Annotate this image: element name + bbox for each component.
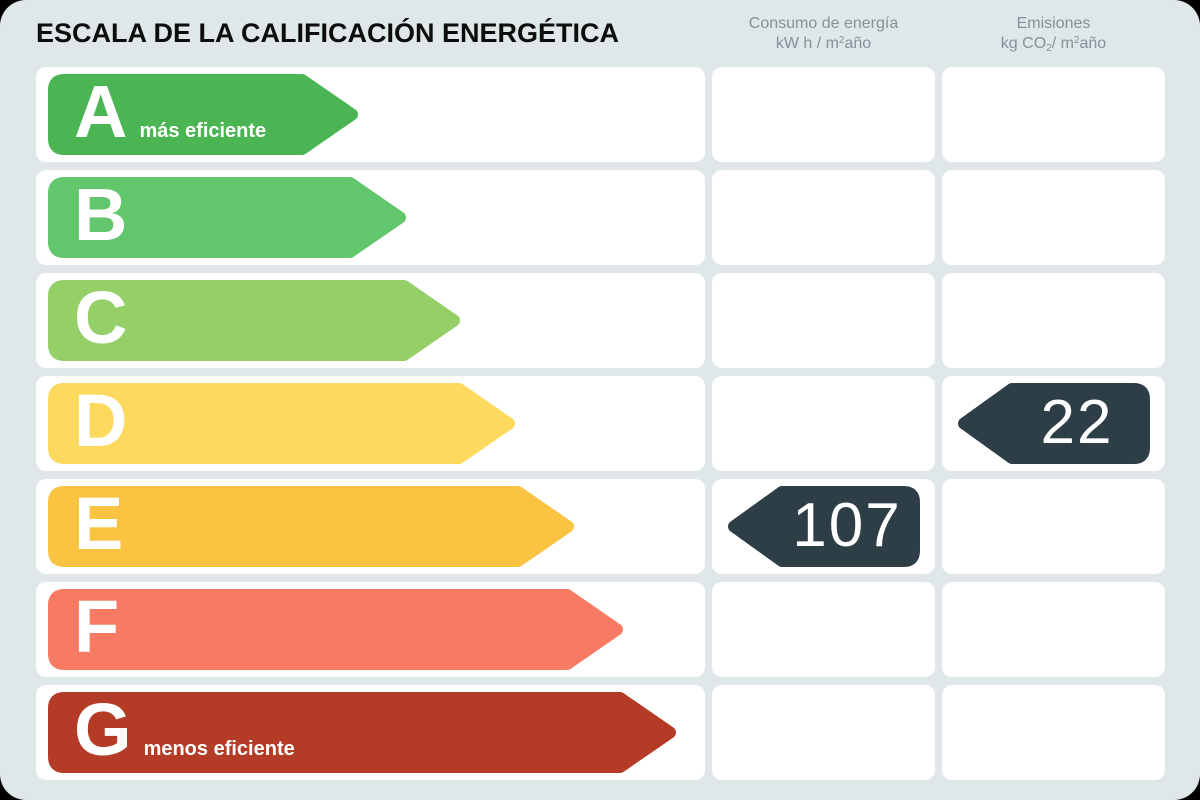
- emisiones-cell-g: [942, 685, 1165, 780]
- scale-cell-e: E: [36, 479, 705, 574]
- scale-cell-c: C: [36, 273, 705, 368]
- efficiency-note-a: más eficiente: [139, 120, 267, 142]
- consumo-cell-c: [712, 273, 935, 368]
- consumo-cell-f: [712, 582, 935, 677]
- scale-cell-b: B: [36, 170, 705, 265]
- rating-arrow-shape-c: [48, 280, 460, 361]
- rating-bar-text-e: E: [74, 487, 123, 561]
- emisiones-value-tag: 22: [954, 383, 1150, 464]
- emisiones-unit-post: año: [1079, 34, 1107, 52]
- rating-letter-c: C: [74, 276, 128, 359]
- rating-arrow-shape-f: [48, 589, 623, 670]
- rating-letter-g: G: [74, 688, 132, 771]
- rating-bar-text-c: C: [74, 281, 127, 355]
- rating-bar-f: F: [48, 589, 625, 670]
- emisiones-cell-e: [942, 479, 1165, 574]
- scale-cell-d: D: [36, 376, 705, 471]
- rating-bar-text-f: F: [74, 590, 119, 664]
- emisiones-cell-c: [942, 273, 1165, 368]
- consumo-cell-b: [712, 170, 935, 265]
- consumo-cell-a: [712, 67, 935, 162]
- rating-letter-f: F: [74, 585, 120, 668]
- rating-arrow-shape-a: [48, 74, 358, 155]
- rating-bar-text-b: B: [74, 178, 127, 252]
- emisiones-cell-d: 22: [942, 376, 1165, 471]
- rating-letter-a: A: [74, 70, 128, 153]
- rating-bar-c: C: [48, 280, 462, 361]
- emisiones-unit-sub: 2: [1046, 42, 1052, 54]
- rating-letter-e: E: [74, 482, 124, 565]
- consumo-unit-pre: kW h / m: [775, 34, 839, 52]
- column-header-emisiones: Emisiones kg CO2/ m2año: [942, 14, 1165, 53]
- emisiones-unit-pre: kg CO: [1000, 34, 1047, 52]
- header: ESCALA DE LA CALIFICACIÓN ENERGÉTICA Con…: [0, 0, 1200, 67]
- emisiones-unit-sup: 2: [1073, 34, 1080, 46]
- emisiones-unit-mid: / m: [1051, 34, 1074, 52]
- emisiones-value-tag-value: 22: [1040, 387, 1114, 457]
- emisiones-cell-f: [942, 582, 1165, 677]
- consumo-cell-g: [712, 685, 935, 780]
- scale-cell-f: F: [36, 582, 705, 677]
- page-title: ESCALA DE LA CALIFICACIÓN ENERGÉTICA: [36, 18, 620, 48]
- consumo-value-tag-arrow-shape: [728, 486, 920, 567]
- rating-arrow-shape-b: [48, 177, 406, 258]
- consumo-cell-e: 107: [712, 479, 935, 574]
- rating-letter-d: D: [74, 379, 128, 462]
- consumo-value-tag: 107: [724, 486, 920, 567]
- rating-bar-b: B: [48, 177, 408, 258]
- rating-arrow-shape-e: [48, 486, 574, 567]
- consumo-header-line1: Consumo de energía: [748, 14, 899, 32]
- emisiones-header-line1: Emisiones: [1016, 14, 1091, 32]
- rating-arrow-shape-g: [48, 692, 676, 773]
- rating-letter-b: B: [74, 173, 128, 256]
- column-header-consumo: Consumo de energía kW h / m2año: [712, 14, 935, 53]
- rating-bar-d: D: [48, 383, 517, 464]
- consumo-value-tag-value: 107: [792, 490, 902, 560]
- rating-bar-text-d: D: [74, 384, 127, 458]
- rating-bar-e: E: [48, 486, 576, 567]
- rating-arrow-shape-d: [48, 383, 515, 464]
- consumo-unit-sup: 2: [838, 34, 845, 46]
- emisiones-value-tag-arrow-shape: [958, 383, 1150, 464]
- efficiency-note-g: menos eficiente: [143, 738, 295, 760]
- consumo-unit-post: año: [844, 34, 872, 52]
- emisiones-cell-a: [942, 67, 1165, 162]
- emisiones-cell-b: [942, 170, 1165, 265]
- consumo-cell-d: [712, 376, 935, 471]
